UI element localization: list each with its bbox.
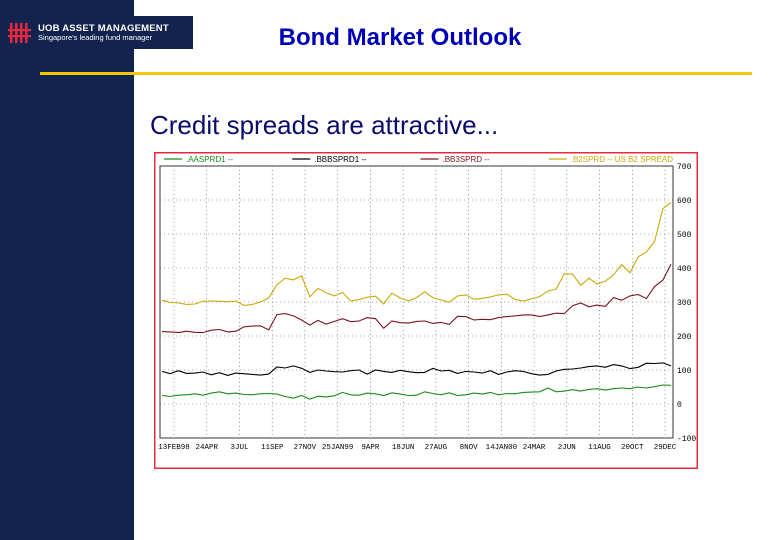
credit-spread-chart: .AASPRD1 -- .BBBSPRD1 -- .BB3SPRD -- .B2SPR… — [153, 151, 699, 470]
x-tick-label: 24APR — [195, 444, 218, 452]
x-tick-label: 24MAR — [523, 444, 546, 452]
uob-logo-icon — [6, 19, 34, 47]
series-line — [161, 362, 672, 376]
x-tick-label: 20OCT — [621, 444, 644, 452]
x-tick-label: 29DEC — [654, 444, 677, 452]
y-tick-label: -100 — [677, 435, 696, 444]
x-tick-label: 14JAN00 — [486, 444, 518, 452]
x-tick-label: 9APR — [361, 444, 380, 452]
x-tick-label: 25JAN99 — [322, 444, 354, 452]
x-tick-label: 11AUG — [588, 444, 611, 452]
y-tick-label: 400 — [677, 265, 692, 274]
series-line — [161, 264, 672, 334]
series-line — [161, 384, 672, 400]
legend-label: .BB3SPRD -- — [443, 155, 490, 164]
legend-label: .BBBSPRD1 -- — [314, 155, 367, 164]
x-tick-label: 2JUN — [558, 444, 576, 452]
x-tick-label: 8NOV — [460, 444, 479, 452]
brand-name: UOB ASSET MANAGEMENT — [38, 22, 169, 34]
series-line — [161, 201, 672, 306]
y-tick-label: 600 — [677, 197, 692, 206]
x-tick-label: 3JUL — [230, 444, 249, 452]
x-tick-label: 27AUG — [425, 444, 448, 452]
x-tick-label: 18JUN — [392, 444, 415, 452]
x-tick-label: 13FEB98 — [158, 444, 190, 452]
slide-title: Bond Market Outlook — [278, 24, 522, 51]
y-tick-label: 200 — [677, 333, 692, 342]
legend-label: .B2SPRD -- US B2 SPREAD — [571, 155, 673, 164]
y-tick-label: 500 — [677, 231, 692, 240]
company-logo: UOB ASSET MANAGEMENT Singapore's leading… — [0, 16, 193, 49]
slide-subtitle: Credit spreads are attractive... — [150, 110, 499, 140]
x-tick-label: 27NOV — [294, 444, 317, 452]
y-tick-label: 700 — [677, 163, 692, 172]
chart-svg: .AASPRD1 -- .BBBSPRD1 -- .BB3SPRD -- .B2SPR… — [153, 151, 699, 470]
chart-border — [153, 151, 699, 470]
sidebar-panel — [0, 0, 134, 540]
y-tick-label: 300 — [677, 299, 692, 308]
x-tick-label: 11SEP — [261, 444, 284, 452]
y-tick-label: 100 — [677, 367, 692, 376]
legend-label: .AASPRD1 -- — [186, 155, 233, 164]
brand-tagline: Singapore's leading fund manager — [38, 32, 153, 42]
y-tick-label: 0 — [677, 401, 682, 410]
page-number: 32 — [753, 522, 766, 534]
title-divider — [40, 72, 752, 75]
